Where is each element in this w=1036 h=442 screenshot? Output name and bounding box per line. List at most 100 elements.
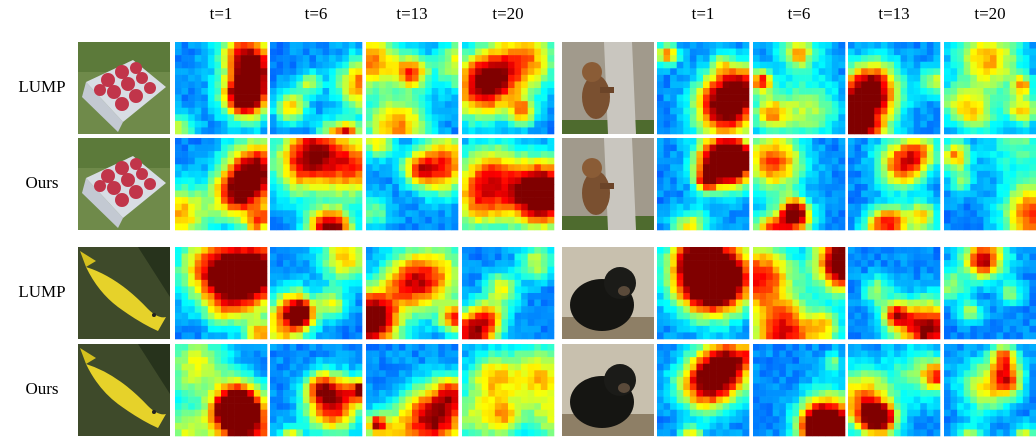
heat-cell: [547, 204, 554, 211]
heat-cell: [927, 254, 934, 261]
heat-cell: [819, 267, 826, 274]
heat-cell: [323, 217, 330, 224]
heat-cell: [438, 177, 445, 184]
heat-cell: [283, 223, 290, 230]
heat-cell: [716, 177, 723, 184]
heat-cell: [914, 313, 921, 320]
heat-cell: [462, 114, 469, 121]
heat-cell: [329, 62, 336, 69]
heat-cell: [729, 95, 736, 102]
heat-cell: [214, 306, 221, 313]
heat-cell: [914, 300, 921, 307]
heat-cell: [438, 158, 445, 165]
input-image: [78, 247, 170, 339]
heat-cell: [861, 121, 868, 128]
heat-cell: [894, 88, 901, 95]
heat-cell: [855, 319, 862, 326]
heat-cell: [832, 114, 839, 121]
heat-cell: [201, 55, 208, 62]
heat-cell: [234, 293, 241, 300]
heat-cell: [832, 286, 839, 293]
heat-cell: [488, 273, 495, 280]
heat-cell: [753, 55, 760, 62]
heat-cell: [696, 306, 703, 313]
heat-cell: [379, 138, 386, 145]
heat-cell: [254, 306, 261, 313]
heat-cell: [451, 204, 458, 211]
heat-cell: [983, 95, 990, 102]
heat-cell: [1023, 158, 1030, 165]
heat-cell: [799, 223, 806, 230]
heat-cell: [316, 197, 323, 204]
heat-cell: [887, 204, 894, 211]
heat-cell: [208, 145, 215, 152]
heat-cell: [855, 145, 862, 152]
heat-cell: [716, 326, 723, 333]
heat-cell: [175, 145, 182, 152]
heat-cell: [907, 223, 914, 230]
heat-cell: [657, 151, 664, 158]
heat-cell: [208, 403, 215, 410]
heat-cell: [247, 114, 254, 121]
heat-cell: [901, 75, 908, 82]
heat-cell: [336, 293, 343, 300]
heat-cell: [920, 171, 927, 178]
heat-cell: [990, 49, 997, 56]
heat-cell: [690, 151, 697, 158]
heat-cell: [825, 254, 832, 261]
heat-cell: [323, 158, 330, 165]
heat-cell: [729, 62, 736, 69]
heat-cell: [792, 300, 799, 307]
heat-cell: [234, 313, 241, 320]
heat-cell: [729, 247, 736, 254]
heat-cell: [1016, 121, 1023, 128]
heat-cell: [290, 81, 297, 88]
heat-cell: [405, 280, 412, 287]
heat-cell: [696, 49, 703, 56]
heat-cell: [729, 300, 736, 307]
heat-cell: [855, 177, 862, 184]
heat-cell: [534, 191, 541, 198]
heat-cell: [812, 332, 819, 339]
heat-cell: [657, 145, 664, 152]
heat-cell: [819, 254, 826, 261]
heat-cell: [214, 204, 221, 211]
heat-cell: [195, 326, 202, 333]
heat-cell: [799, 108, 806, 115]
heat-cell: [1010, 217, 1017, 224]
heat-cell: [766, 273, 773, 280]
heat-cell: [534, 127, 541, 134]
heat-cell: [997, 138, 1004, 145]
heat-cell: [703, 313, 710, 320]
heat-cell: [270, 62, 277, 69]
heat-cell: [515, 280, 522, 287]
heat-cell: [342, 158, 349, 165]
heat-cell: [323, 319, 330, 326]
heat-cell: [469, 204, 476, 211]
heat-cell: [475, 88, 482, 95]
heat-cell: [386, 197, 393, 204]
heat-cell: [736, 127, 743, 134]
input-image: [78, 42, 170, 134]
heat-cell: [838, 75, 845, 82]
heat-cell: [887, 267, 894, 274]
heat-cell: [277, 280, 284, 287]
heat-cell: [951, 300, 958, 307]
heat-cell: [766, 254, 773, 261]
heat-cell: [247, 49, 254, 56]
heat-cell: [336, 332, 343, 339]
heat-cell: [1003, 280, 1010, 287]
heat-cell: [228, 204, 235, 211]
heat-cell: [838, 177, 845, 184]
heat-cell: [277, 377, 284, 384]
heat-cell: [799, 280, 806, 287]
heat-cell: [175, 101, 182, 108]
heat-cell: [528, 247, 535, 254]
heat-cell: [399, 210, 406, 217]
heat-cell: [957, 191, 964, 198]
heat-cell: [234, 164, 241, 171]
heat-cell: [336, 127, 343, 134]
heat-cell: [488, 164, 495, 171]
heat-cell: [855, 42, 862, 49]
heat-cell: [309, 121, 316, 128]
